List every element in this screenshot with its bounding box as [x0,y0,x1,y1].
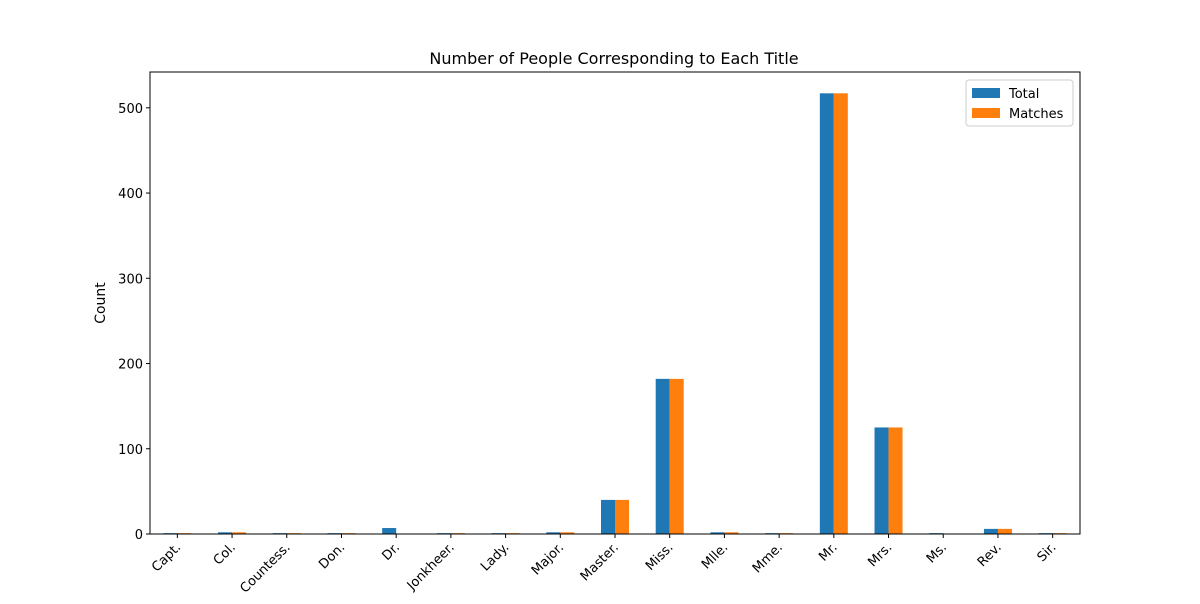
bar-total-mrs [874,427,889,534]
y-tick-label: 300 [118,272,143,287]
x-tick-label-mrs: Mrs. [865,540,895,570]
bar-total-major [546,532,561,534]
legend: Total Matches [965,79,1074,127]
x-tick-label-rev: Rev. [975,540,1005,570]
x-tick-label-sir: Sir. [1035,540,1060,565]
x-tick-label-capt: Capt. [149,540,184,575]
x-tick-label-ms: Ms. [924,540,950,566]
x-tick-label-mme: Mme. [750,540,786,576]
axes-group: 0 100 200 300 400 500 Capt. Col.Countess. Don. Dr… [118,71,1081,596]
y-axis-label: Count [93,282,109,324]
bars-group [163,93,1067,534]
bar-total-mr [819,93,834,534]
y-tick-label: 100 [118,443,143,458]
chart-title: Number of People Corresponding to Each T… [429,49,798,68]
bar-matches-master [615,499,629,534]
bar-total-col [218,532,233,534]
bar-matches-mlle [724,532,739,534]
bar-matches-rev [997,528,1012,534]
bar-matches-major [560,532,575,534]
bar-total-miss [655,378,670,534]
x-tick-label-master: Master. [578,540,622,584]
plot-frame [149,71,1081,535]
x-tick-label-col: Col. [211,540,239,568]
legend-label-matches: Matches [1009,107,1064,122]
x-tick-label-mr: Mr. [816,540,840,564]
bar-total-master [601,499,615,534]
y-tick-label: 500 [118,102,143,117]
legend-swatch-matches [972,108,1000,118]
y-tick-label: 200 [118,358,143,373]
legend-swatch-total [972,88,1000,98]
x-tick-label-major: Major. [529,540,567,578]
x-tick-label-countess: Countess. [238,540,294,596]
bar-total-dr [382,528,397,534]
legend-label-total: Total [1008,87,1039,102]
y-tick-label: 400 [118,187,143,202]
bar-matches-miss [669,378,684,534]
x-tick-label-jonkheer: Jonkheer. [404,540,458,594]
x-tick-label-dr: Dr. [379,540,403,564]
bar-total-rev [983,528,998,534]
bar-total-mlle [710,532,725,534]
x-tick-label-mlle: Mlle. [699,540,731,572]
bar-matches-mrs [888,427,903,534]
y-tick-label: 0 [135,528,143,543]
x-tick-label-lady: Lady. [478,540,512,574]
x-tick-label-miss: Miss. [643,540,677,574]
bar-matches-mr [833,93,848,534]
bar-matches-col [232,532,247,534]
x-tick-label-don: Don. [316,540,348,572]
